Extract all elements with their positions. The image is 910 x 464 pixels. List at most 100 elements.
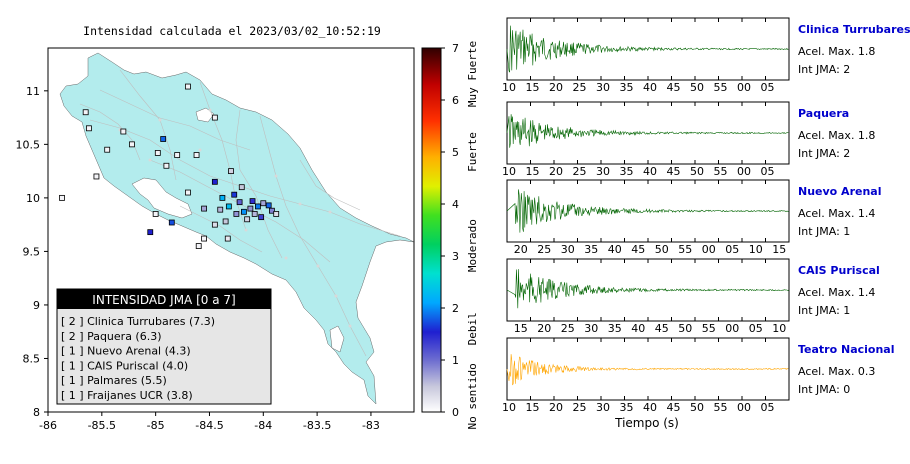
- station-marker: [247, 205, 254, 212]
- waveform-tick-label: 00: [725, 322, 739, 335]
- waveform-tick-label: 30: [596, 165, 610, 178]
- station-marker: [249, 198, 256, 204]
- station-marker: [217, 206, 224, 213]
- map-x-tick-label: -84.5: [195, 419, 223, 432]
- station-marker: [163, 162, 170, 169]
- legend-item: [ 2 ] Paquera (6.3): [61, 330, 162, 343]
- station-title: Nuevo Arenal: [798, 185, 881, 198]
- station-title: Clinica Turrubares: [798, 23, 910, 36]
- waveform-tick-label: 55: [714, 81, 728, 94]
- waveform-tick-label: 25: [573, 165, 587, 178]
- waveform-tick-label: 10: [502, 81, 516, 94]
- waveform-tick-label: 40: [631, 322, 645, 335]
- map-y-tick-label: 8.5: [23, 352, 41, 365]
- colorbar-tick-label: 6: [452, 94, 459, 107]
- map-y-tick-label: 9: [33, 299, 40, 312]
- waveform-tick-label: 15: [772, 243, 786, 256]
- waveform-tick-label: 10: [502, 165, 516, 178]
- station-marker: [104, 146, 111, 153]
- station-int: Int JMA: 1: [798, 225, 850, 238]
- station-marker: [201, 235, 207, 242]
- map-y-tick-label: 10: [26, 192, 40, 205]
- station-marker: [258, 214, 265, 221]
- waveform-tick-label: 15: [514, 322, 528, 335]
- station-title: Paquera: [798, 107, 849, 120]
- colorbar-tick-label: 2: [452, 302, 459, 315]
- station-title: Teatro Nacional: [798, 343, 895, 356]
- colorbar-tick-label: 1: [452, 354, 459, 367]
- station-int: Int JMA: 2: [798, 147, 850, 160]
- map-title: Intensidad calculada el 2023/03/02_10:52…: [83, 24, 381, 38]
- waveform-tick-label: 05: [725, 243, 739, 256]
- station-marker: [168, 219, 175, 226]
- station-marker: [238, 184, 245, 191]
- waveform-tick-label: 15: [526, 81, 540, 94]
- colorbar-tick-label: 3: [452, 250, 459, 263]
- station-marker: [211, 221, 218, 228]
- station-marker: [154, 150, 161, 156]
- legend-items: [ 2 ] Clinica Turrubares (7.3) [ 2 ] Paqu…: [61, 315, 215, 402]
- legend-item: [ 1 ] Palmares (5.5): [61, 374, 167, 387]
- station-marker: [120, 128, 127, 135]
- station-marker: [147, 229, 154, 236]
- waveform-tick-label: 00: [737, 401, 751, 414]
- waveform-tick-label: 50: [690, 81, 704, 94]
- colorbar-category-label: Muy Fuerte: [466, 41, 479, 107]
- waveform-tick-label: 10: [749, 243, 763, 256]
- station-acel: Acel. Max. 1.4: [798, 207, 875, 220]
- waveform-frame: [506, 258, 790, 322]
- waveform-tick-label: 30: [596, 401, 610, 414]
- waveform-tick-label: 05: [761, 401, 775, 414]
- waveform-tick-label: 50: [690, 165, 704, 178]
- legend-box: INTENSIDAD JMA [0 a 7] [ 2 ] Clinica Tur…: [56, 288, 272, 405]
- legend-item: [ 1 ] Nuevo Arenal (4.3): [61, 345, 191, 358]
- map-x-tick-label: -86: [39, 419, 57, 432]
- station-acel: Acel. Max. 1.8: [798, 129, 875, 142]
- map-x-axis: -86 -85.5 -85 -84.5 -84 -83.5 -83: [39, 412, 380, 432]
- waveform-tick-label: 35: [620, 401, 634, 414]
- waveform-tick-label: 45: [631, 243, 645, 256]
- waveform-tick-label: 45: [667, 81, 681, 94]
- station-marker: [251, 211, 258, 217]
- waveform-tick-label: 25: [561, 322, 575, 335]
- station-markers: [59, 83, 280, 249]
- station-marker: [222, 218, 229, 225]
- station-marker: [233, 211, 240, 217]
- station-marker: [59, 194, 65, 201]
- legend-header: [57, 289, 271, 309]
- station-marker: [185, 189, 191, 196]
- station-marker: [260, 200, 267, 207]
- station-marker: [244, 216, 251, 223]
- station-marker: [269, 207, 275, 214]
- station-marker: [219, 194, 226, 201]
- station-marker: [224, 235, 231, 242]
- waveform-tick-label: 00: [737, 81, 751, 94]
- waveform-panel: 20 25 30 35 40 45 50 55 00 05 10 15 Nuevo Arenal Acel…: [506, 179, 881, 256]
- station-marker: [225, 203, 232, 210]
- station-marker: [201, 205, 207, 212]
- station-marker: [82, 109, 89, 116]
- station-marker: [129, 141, 135, 148]
- waveform-tick-label: 20: [537, 322, 551, 335]
- station-marker: [236, 199, 243, 206]
- map-x-tick-label: -84: [254, 419, 272, 432]
- colorbar-category-label: Moderado: [466, 219, 479, 272]
- waveform-tick-label: 05: [761, 165, 775, 178]
- colorbar-category-label: Fuerte: [466, 132, 479, 172]
- waveform-xlabel: Tiempo (s): [614, 416, 679, 430]
- station-marker: [160, 136, 167, 142]
- waveform-panel: 15 20 25 30 35 40 45 50 55 00 05 10 CAIS Puriscal Ace…: [506, 258, 880, 335]
- waveform-tick-label: 20: [514, 243, 528, 256]
- station-acel: Acel. Max. 1.8: [798, 45, 875, 58]
- legend-item: [ 2 ] Clinica Turrubares (7.3): [61, 315, 215, 328]
- station-marker: [93, 173, 100, 180]
- colorbar-category-label: No sentido: [466, 363, 479, 429]
- waveform-tick-label: 45: [667, 401, 681, 414]
- station-int: Int JMA: 1: [798, 304, 850, 317]
- waveform-tick-label: 55: [702, 322, 716, 335]
- waveform-tick-label: 05: [761, 81, 775, 94]
- colorbar-tick-label: 5: [452, 146, 459, 159]
- station-marker: [231, 191, 238, 198]
- waveform-tick-label: 35: [608, 322, 622, 335]
